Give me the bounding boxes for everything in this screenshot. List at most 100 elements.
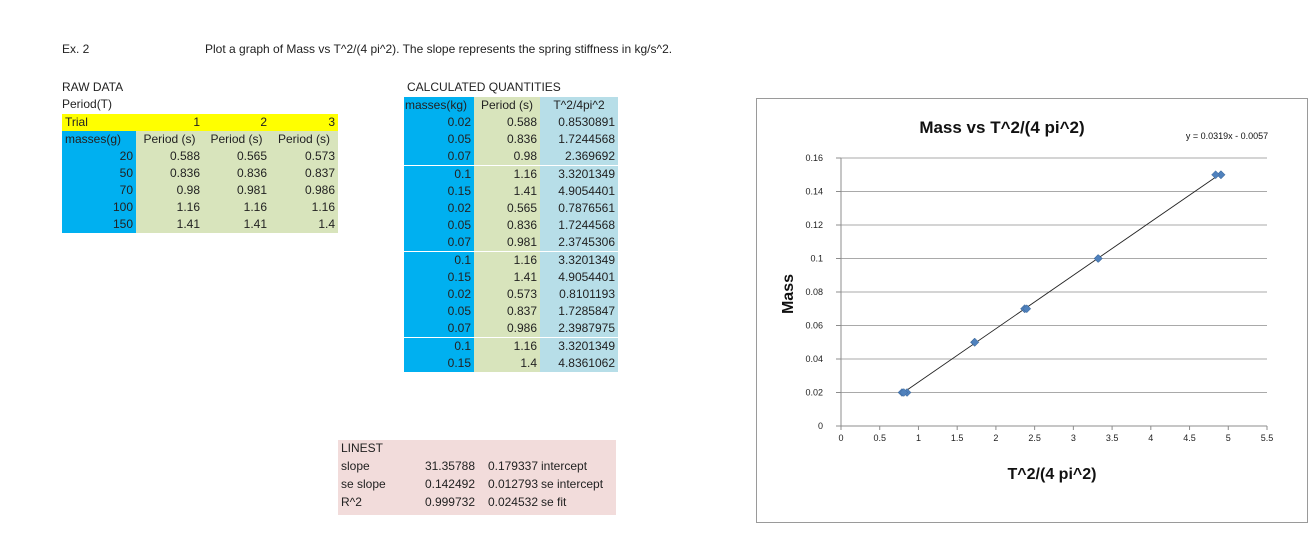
calc-period-cell[interactable]: 1.41 xyxy=(474,268,540,286)
raw-period-cell[interactable]: 1.41 xyxy=(203,216,270,233)
raw-period-cell[interactable]: 0.573 xyxy=(270,148,338,165)
instruction-text: Plot a graph of Mass vs T^2/(4 pi^2). Th… xyxy=(205,42,673,56)
trial-number[interactable]: 3 xyxy=(270,114,338,131)
linest-label[interactable]: slope xyxy=(341,459,370,473)
linest-label[interactable]: se intercept xyxy=(541,477,604,491)
calc-t2-cell[interactable]: 2.369692 xyxy=(540,148,618,166)
calc-header-t2[interactable]: T^2/4pi^2 xyxy=(540,97,618,114)
raw-mass-cell[interactable]: 70 xyxy=(62,182,136,199)
raw-period-cell[interactable]: 0.836 xyxy=(136,165,203,182)
calc-period-cell[interactable]: 1.16 xyxy=(474,251,540,269)
period-header[interactable]: Period (s) xyxy=(136,131,203,148)
calc-period-cell[interactable]: 1.4 xyxy=(474,354,540,372)
scatter-chart[interactable]: Mass vs T^2/(4 pi^2) y = 0.0319x - 0.005… xyxy=(756,98,1308,523)
trial-number[interactable]: 2 xyxy=(203,114,270,131)
calc-mass-cell[interactable]: 0.1 xyxy=(404,251,474,269)
calc-period-cell[interactable]: 1.16 xyxy=(474,165,540,183)
calc-mass-cell[interactable]: 0.15 xyxy=(404,268,474,286)
raw-period-cell[interactable]: 1.16 xyxy=(270,199,338,216)
data-point[interactable] xyxy=(1211,170,1220,180)
calc-t2-cell[interactable]: 0.8101193 xyxy=(540,286,618,303)
linest-value[interactable]: 0.999732 xyxy=(424,495,475,509)
data-point[interactable] xyxy=(970,337,980,347)
calc-header-mass[interactable]: masses(kg) xyxy=(404,97,474,114)
masses-header[interactable]: masses(g) xyxy=(62,131,136,148)
calc-t2-cell[interactable]: 0.7876561 xyxy=(540,200,618,217)
calc-mass-cell[interactable]: 0.07 xyxy=(404,148,474,166)
raw-period-cell[interactable]: 0.837 xyxy=(270,165,338,182)
calc-mass-cell[interactable]: 0.1 xyxy=(404,165,474,183)
linest-title[interactable]: LINEST xyxy=(341,441,384,455)
calc-t2-cell[interactable]: 3.3201349 xyxy=(540,165,618,183)
period-header[interactable]: Period (s) xyxy=(270,131,338,148)
data-point[interactable] xyxy=(1093,254,1103,263)
calc-t2-cell[interactable]: 3.3201349 xyxy=(540,337,618,355)
calc-period-cell[interactable]: 0.837 xyxy=(474,303,540,321)
raw-period-cell[interactable]: 1.16 xyxy=(203,199,270,216)
raw-mass-cell[interactable]: 20 xyxy=(62,148,136,165)
raw-period-cell[interactable]: 0.981 xyxy=(203,182,270,199)
calc-period-cell[interactable]: 0.981 xyxy=(474,234,540,252)
linest-label[interactable]: se fit xyxy=(541,495,567,509)
calc-period-cell[interactable]: 0.573 xyxy=(474,286,540,303)
calc-mass-cell[interactable]: 0.07 xyxy=(404,234,474,252)
calc-t2-cell[interactable]: 4.9054401 xyxy=(540,268,618,286)
raw-period-cell[interactable]: 0.836 xyxy=(203,165,270,182)
raw-period-cell[interactable]: 1.16 xyxy=(136,199,203,216)
calc-t2-cell[interactable]: 0.8530891 xyxy=(540,114,618,131)
calc-period-cell[interactable]: 1.41 xyxy=(474,182,540,200)
linest-label[interactable]: se slope xyxy=(341,477,386,491)
calc-t2-cell[interactable]: 1.7244568 xyxy=(540,131,618,149)
calc-mass-cell[interactable]: 0.15 xyxy=(404,354,474,372)
x-axis-label: T^2/(4 pi^2) xyxy=(1008,466,1097,483)
calc-mass-cell[interactable]: 0.15 xyxy=(404,182,474,200)
calc-mass-cell[interactable]: 0.02 xyxy=(404,200,474,217)
calc-t2-cell[interactable]: 2.3987975 xyxy=(540,320,618,338)
calc-mass-cell[interactable]: 0.02 xyxy=(404,114,474,131)
calc-t2-cell[interactable]: 1.7244568 xyxy=(540,217,618,235)
calc-header-period[interactable]: Period (s) xyxy=(474,97,540,114)
linest-value[interactable]: 0.142492 xyxy=(424,477,475,491)
calc-mass-cell[interactable]: 0.05 xyxy=(404,217,474,235)
raw-mass-cell[interactable]: 100 xyxy=(62,199,136,216)
y-tick-label: 0.1 xyxy=(810,254,823,264)
raw-period-cell[interactable]: 0.986 xyxy=(270,182,338,199)
calc-mass-cell[interactable]: 0.02 xyxy=(404,286,474,303)
calc-mass-cell[interactable]: 0.1 xyxy=(404,337,474,355)
calc-t2-cell[interactable]: 4.9054401 xyxy=(540,182,618,200)
linest-label[interactable]: intercept xyxy=(541,459,588,473)
linest-value[interactable]: 0.024532 xyxy=(487,495,538,509)
calc-period-cell[interactable]: 1.16 xyxy=(474,337,540,355)
data-point[interactable] xyxy=(899,388,909,397)
calc-mass-cell[interactable]: 0.05 xyxy=(404,303,474,321)
raw-period-cell[interactable]: 0.98 xyxy=(136,182,203,199)
raw-mass-cell[interactable]: 50 xyxy=(62,165,136,182)
raw-period-cell[interactable]: 1.4 xyxy=(270,216,338,233)
linest-label[interactable]: R^2 xyxy=(341,495,362,509)
calc-period-cell[interactable]: 0.836 xyxy=(474,217,540,235)
calc-period-cell[interactable]: 0.986 xyxy=(474,320,540,338)
raw-period-cell[interactable]: 0.588 xyxy=(136,148,203,165)
raw-period-cell[interactable]: 1.41 xyxy=(136,216,203,233)
y-tick-label: 0.02 xyxy=(805,388,823,398)
calc-t2-cell[interactable]: 3.3201349 xyxy=(540,251,618,269)
calc-t2-cell[interactable]: 1.7285847 xyxy=(540,303,618,321)
period-header[interactable]: Period (s) xyxy=(203,131,270,148)
x-tick-label: 1 xyxy=(916,433,921,443)
linest-value[interactable]: 31.35788 xyxy=(424,459,475,473)
calc-t2-cell[interactable]: 4.8361062 xyxy=(540,354,618,372)
data-point[interactable] xyxy=(1022,304,1032,314)
calc-mass-cell[interactable]: 0.07 xyxy=(404,320,474,338)
calc-period-cell[interactable]: 0.836 xyxy=(474,131,540,149)
raw-period-cell[interactable]: 0.565 xyxy=(203,148,270,165)
linest-value[interactable]: 0.179337 xyxy=(487,459,538,473)
calc-period-cell[interactable]: 0.98 xyxy=(474,148,540,166)
raw-mass-cell[interactable]: 150 xyxy=(62,216,136,233)
trial-label[interactable]: Trial xyxy=(62,114,136,131)
calc-mass-cell[interactable]: 0.05 xyxy=(404,131,474,149)
calc-t2-cell[interactable]: 2.3745306 xyxy=(540,234,618,252)
calc-period-cell[interactable]: 0.565 xyxy=(474,200,540,217)
calc-period-cell[interactable]: 0.588 xyxy=(474,114,540,131)
linest-value[interactable]: 0.012793 xyxy=(487,477,538,491)
trial-number[interactable]: 1 xyxy=(136,114,203,131)
